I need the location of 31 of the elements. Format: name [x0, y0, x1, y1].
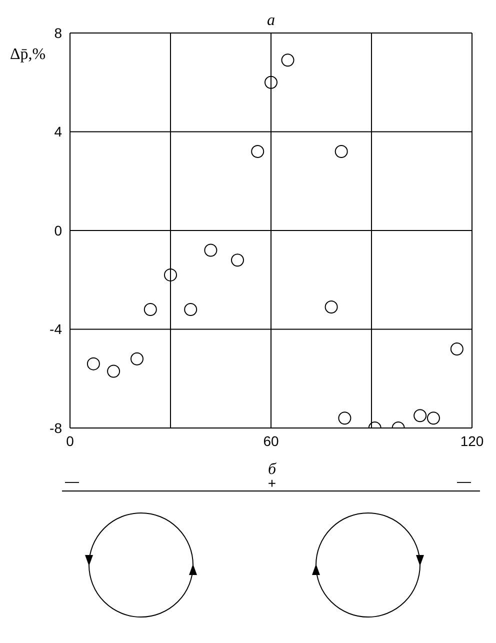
point — [107, 364, 120, 378]
point — [414, 409, 427, 422]
chart-title: a — [267, 12, 275, 29]
point — [264, 76, 278, 89]
x-tick-label: 120 — [460, 432, 484, 449]
y-tick-label: 8 — [54, 24, 62, 41]
y-tick-label: -4 — [50, 321, 62, 338]
x-tick-label: 60 — [263, 432, 279, 449]
point — [426, 412, 440, 425]
point — [281, 54, 294, 67]
text: б — [268, 461, 277, 478]
text: + — [268, 475, 276, 491]
y-axis-title: Δp̄,% — [10, 46, 46, 63]
point — [204, 244, 218, 257]
point — [324, 300, 338, 314]
point — [231, 254, 244, 267]
text: — — [65, 473, 79, 489]
y-tick-label: -8 — [50, 420, 62, 436]
point — [251, 145, 264, 158]
y-tick-label: 4 — [54, 124, 62, 140]
point — [130, 352, 144, 366]
point — [144, 303, 157, 316]
text: — — [457, 473, 471, 489]
point — [334, 145, 348, 158]
point — [86, 357, 100, 370]
point — [338, 412, 352, 425]
point — [450, 342, 464, 356]
y-tick-label: 0 — [54, 222, 62, 238]
point — [184, 303, 198, 316]
x-tick-label: 0 — [66, 432, 74, 449]
point — [164, 268, 177, 282]
